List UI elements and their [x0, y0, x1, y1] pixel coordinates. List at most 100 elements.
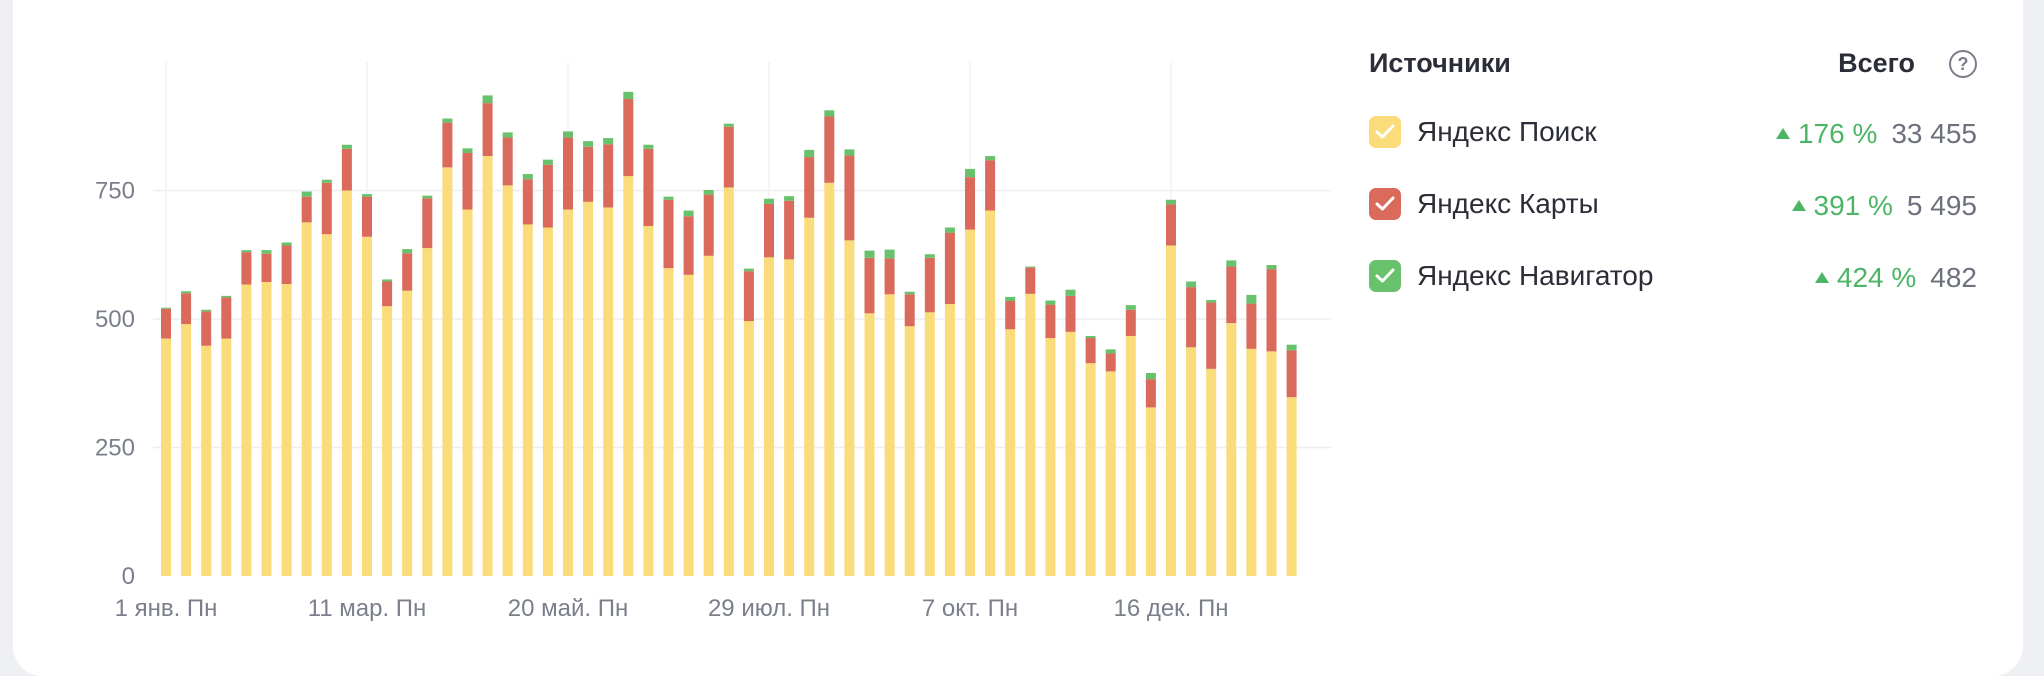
bar-segment-search[interactable]: [181, 324, 192, 576]
bar-segment-maps[interactable]: [924, 257, 935, 313]
bar-segment-maps[interactable]: [241, 252, 252, 285]
bar-segment-search[interactable]: [321, 234, 332, 576]
bar-segment-navigator[interactable]: [1045, 300, 1056, 305]
bar-segment-search[interactable]: [663, 268, 674, 576]
bar-segment-navigator[interactable]: [944, 227, 955, 233]
bar-segment-maps[interactable]: [1206, 302, 1217, 369]
bar-segment-navigator[interactable]: [1025, 266, 1036, 268]
bar-segment-navigator[interactable]: [603, 138, 614, 145]
bar-segment-search[interactable]: [1186, 347, 1197, 576]
bar-segment-navigator[interactable]: [824, 110, 835, 117]
bar-segment-navigator[interactable]: [1266, 265, 1277, 270]
bar-segment-navigator[interactable]: [723, 123, 734, 127]
bar-segment-search[interactable]: [583, 201, 594, 577]
bar-segment-search[interactable]: [301, 222, 312, 577]
bar-segment-maps[interactable]: [1045, 304, 1056, 339]
bar-segment-search[interactable]: [643, 225, 654, 576]
bar-segment-navigator[interactable]: [864, 250, 875, 258]
bar-segment-search[interactable]: [723, 187, 734, 576]
bar-segment-navigator[interactable]: [583, 141, 594, 147]
bar-segment-navigator[interactable]: [804, 149, 815, 158]
bar-segment-maps[interactable]: [683, 216, 694, 275]
bar-segment-search[interactable]: [1125, 335, 1136, 576]
bar-segment-maps[interactable]: [442, 122, 453, 168]
bar-segment-navigator[interactable]: [181, 291, 192, 294]
legend-item[interactable]: Яндекс Навигатор 424 % 482: [1369, 260, 1977, 332]
bar-segment-search[interactable]: [221, 338, 232, 576]
bar-segment-maps[interactable]: [844, 155, 855, 241]
bar-segment-navigator[interactable]: [1125, 305, 1136, 310]
bar-segment-search[interactable]: [1005, 329, 1016, 576]
bar-segment-search[interactable]: [1025, 293, 1036, 576]
bar-segment-search[interactable]: [603, 207, 614, 576]
bar-segment-navigator[interactable]: [924, 254, 935, 258]
bar-segment-maps[interactable]: [804, 157, 815, 218]
bar-segment-navigator[interactable]: [261, 250, 272, 254]
bar-segment-search[interactable]: [683, 274, 694, 576]
bar-segment-search[interactable]: [1085, 363, 1096, 576]
bar-segment-search[interactable]: [864, 313, 875, 576]
bar-segment-navigator[interactable]: [1145, 372, 1156, 380]
bar-segment-search[interactable]: [563, 209, 573, 576]
bar-segment-maps[interactable]: [341, 148, 352, 191]
bar-segment-search[interactable]: [382, 306, 393, 576]
bar-segment-search[interactable]: [965, 229, 975, 576]
bar-segment-navigator[interactable]: [462, 148, 473, 153]
bar-segment-navigator[interactable]: [482, 95, 493, 104]
bar-segment-navigator[interactable]: [341, 144, 352, 149]
bar-segment-maps[interactable]: [1226, 266, 1237, 324]
bar-segment-maps[interactable]: [643, 148, 654, 226]
bar-segment-maps[interactable]: [784, 200, 795, 260]
bar-segment-maps[interactable]: [1085, 338, 1096, 364]
bar-segment-maps[interactable]: [703, 194, 714, 256]
bar-segment-navigator[interactable]: [743, 268, 754, 272]
bar-segment-maps[interactable]: [422, 198, 433, 249]
bar-segment-maps[interactable]: [1125, 309, 1136, 336]
bar-segment-navigator[interactable]: [1166, 199, 1176, 205]
bar-segment-maps[interactable]: [402, 253, 413, 291]
bar-segment-navigator[interactable]: [884, 249, 895, 259]
bar-segment-navigator[interactable]: [683, 210, 694, 217]
bar-segment-maps[interactable]: [161, 308, 171, 339]
bar-segment-maps[interactable]: [301, 196, 312, 223]
bar-segment-search[interactable]: [1065, 331, 1076, 576]
bar-segment-navigator[interactable]: [382, 279, 393, 282]
bar-segment-search[interactable]: [1286, 397, 1297, 576]
bar-segment-navigator[interactable]: [965, 168, 975, 178]
bar-segment-navigator[interactable]: [904, 291, 915, 295]
bar-segment-navigator[interactable]: [422, 195, 433, 199]
bar-segment-maps[interactable]: [904, 294, 915, 327]
bar-segment-search[interactable]: [341, 190, 352, 577]
bar-segment-navigator[interactable]: [1085, 335, 1096, 339]
bar-segment-search[interactable]: [261, 281, 272, 576]
bar-segment-navigator[interactable]: [321, 179, 332, 183]
bar-segment-navigator[interactable]: [241, 250, 252, 253]
bar-segment-maps[interactable]: [382, 281, 393, 307]
bar-segment-navigator[interactable]: [1286, 344, 1297, 351]
bar-segment-search[interactable]: [824, 182, 835, 577]
bar-segment-search[interactable]: [542, 227, 553, 576]
bar-segment-search[interactable]: [482, 156, 493, 576]
bar-segment-navigator[interactable]: [301, 191, 312, 197]
bar-segment-maps[interactable]: [1286, 350, 1297, 398]
bar-segment-navigator[interactable]: [442, 118, 453, 123]
bar-segment-maps[interactable]: [864, 257, 875, 314]
bar-segment-maps[interactable]: [1005, 301, 1016, 330]
bar-segment-navigator[interactable]: [643, 144, 654, 149]
checkbox[interactable]: [1369, 260, 1401, 292]
bar-segment-search[interactable]: [924, 312, 935, 576]
bar-segment-search[interactable]: [1226, 323, 1237, 576]
question-circle-icon[interactable]: ?: [1949, 50, 1977, 78]
bar-segment-maps[interactable]: [563, 137, 573, 210]
bar-segment-navigator[interactable]: [563, 131, 573, 138]
bar-segment-maps[interactable]: [181, 293, 192, 325]
bar-segment-search[interactable]: [281, 284, 292, 576]
bar-segment-search[interactable]: [985, 210, 996, 576]
bar-segment-maps[interactable]: [884, 258, 895, 295]
bar-segment-maps[interactable]: [764, 203, 774, 258]
bar-segment-search[interactable]: [422, 248, 433, 576]
bar-segment-search[interactable]: [1266, 351, 1277, 576]
bar-segment-navigator[interactable]: [623, 91, 634, 100]
bar-segment-search[interactable]: [161, 338, 171, 576]
bar-segment-search[interactable]: [201, 345, 212, 576]
